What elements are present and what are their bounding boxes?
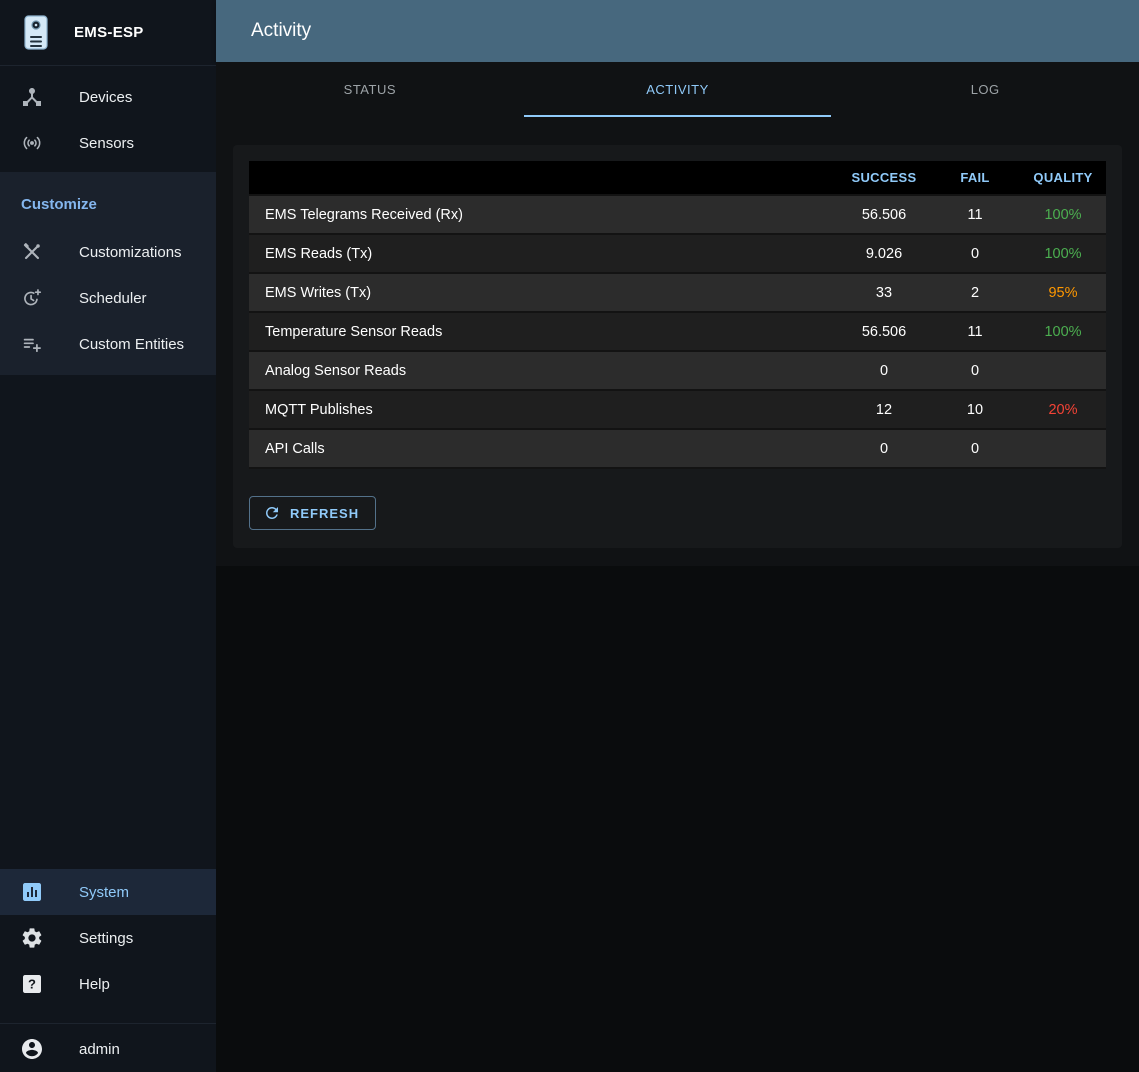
content-paper: STATUS ACTIVITY LOG SUCCESS FAIL QUALITY [216, 62, 1139, 566]
fail-value: 11 [930, 312, 1020, 352]
refresh-icon [263, 504, 281, 522]
sidebar-item-scheduler[interactable]: Scheduler [0, 275, 216, 321]
metric-name: Temperature Sensor Reads [249, 312, 838, 352]
page-title: Activity [251, 20, 312, 41]
quality-value [1020, 429, 1106, 469]
username-label: admin [79, 1040, 120, 1058]
device-hub-icon [20, 85, 44, 109]
construction-icon [20, 240, 44, 264]
fail-value: 11 [930, 195, 1020, 235]
app-title: EMS-ESP [74, 24, 144, 41]
main-area: Activity STATUS ACTIVITY LOG SUCCESS FAI… [216, 0, 1139, 1072]
table-row: EMS Reads (Tx) 9.026 0 100% [249, 234, 1106, 274]
activity-table: SUCCESS FAIL QUALITY EMS Telegrams Recei… [249, 161, 1106, 469]
fail-value: 0 [930, 234, 1020, 274]
activity-card: SUCCESS FAIL QUALITY EMS Telegrams Recei… [233, 145, 1122, 548]
success-value: 33 [838, 273, 930, 313]
page-background [216, 566, 1139, 1072]
refresh-button[interactable]: REFRESH [249, 496, 377, 530]
metric-name: MQTT Publishes [249, 390, 838, 430]
column-header-quality: QUALITY [1020, 161, 1106, 195]
quality-value: 20% [1020, 390, 1106, 430]
help-icon: ? [20, 972, 44, 996]
sidebar-item-label: Customizations [79, 243, 182, 261]
table-header-row: SUCCESS FAIL QUALITY [249, 161, 1106, 195]
fail-value: 0 [930, 429, 1020, 469]
success-value: 0 [838, 351, 930, 391]
sidebar-item-devices[interactable]: Devices [0, 74, 216, 120]
sidebar-item-label: Help [79, 975, 110, 993]
sidebar-item-settings[interactable]: Settings [0, 915, 216, 961]
account-circle-icon [20, 1037, 44, 1061]
column-header-name [249, 161, 838, 195]
ems-esp-logo-icon [22, 14, 50, 52]
column-header-success: SUCCESS [838, 161, 930, 195]
sidebar-item-custom-entities[interactable]: Custom Entities [0, 321, 216, 367]
sidebar-header: EMS-ESP [0, 0, 216, 66]
success-value: 12 [838, 390, 930, 430]
sensors-icon [20, 131, 44, 155]
more-time-icon [20, 286, 44, 310]
settings-gear-icon [20, 926, 44, 950]
table-row: Analog Sensor Reads 0 0 [249, 351, 1106, 391]
quality-value [1020, 351, 1106, 391]
analytics-icon [20, 880, 44, 904]
table-row: Temperature Sensor Reads 56.506 11 100% [249, 312, 1106, 352]
metric-name: EMS Reads (Tx) [249, 234, 838, 274]
success-value: 56.506 [838, 312, 930, 352]
sidebar-user-section: admin [0, 1023, 216, 1072]
sidebar-item-label: System [79, 883, 130, 901]
sidebar-item-customizations[interactable]: Customizations [0, 229, 216, 275]
user-menu-admin[interactable]: admin [0, 1026, 216, 1072]
column-header-fail: FAIL [930, 161, 1020, 195]
customize-section: Customize Customizations [0, 172, 216, 375]
sidebar-item-help[interactable]: ? Help [0, 961, 216, 1007]
sidebar-item-label: Sensors [79, 134, 135, 152]
fail-value: 0 [930, 351, 1020, 391]
tab-activity[interactable]: ACTIVITY [523, 62, 832, 117]
refresh-button-label: REFRESH [290, 505, 360, 521]
fail-value: 2 [930, 273, 1020, 313]
tab-bar: STATUS ACTIVITY LOG [216, 62, 1139, 117]
success-value: 56.506 [838, 195, 930, 235]
quality-value: 100% [1020, 234, 1106, 274]
appbar: Activity [216, 0, 1139, 62]
table-row: EMS Telegrams Received (Rx) 56.506 11 10… [249, 195, 1106, 235]
svg-text:?: ? [28, 977, 36, 992]
fail-value: 10 [930, 390, 1020, 430]
quality-value: 100% [1020, 312, 1106, 352]
table-row: API Calls 0 0 [249, 429, 1106, 469]
customize-section-label: Customize [21, 196, 97, 213]
success-value: 0 [838, 429, 930, 469]
playlist-add-icon [20, 332, 44, 356]
table-row: EMS Writes (Tx) 33 2 95% [249, 273, 1106, 313]
tab-log[interactable]: LOG [970, 82, 1000, 97]
sidebar: EMS-ESP Devices Sensors [0, 0, 216, 1072]
metric-name: EMS Telegrams Received (Rx) [249, 195, 838, 235]
sidebar-spacer [0, 375, 216, 869]
sidebar-main-nav: Devices Sensors [0, 66, 216, 168]
quality-value: 95% [1020, 273, 1106, 313]
sidebar-item-sensors[interactable]: Sensors [0, 120, 216, 166]
success-value: 9.026 [838, 234, 930, 274]
quality-value: 100% [1020, 195, 1106, 235]
sidebar-item-label: Scheduler [79, 289, 147, 307]
sidebar-bottom-nav: System Settings ? Help [0, 869, 216, 1023]
sidebar-item-label: Settings [79, 929, 134, 947]
sidebar-item-label: Devices [79, 88, 133, 106]
sidebar-item-system[interactable]: System [0, 869, 216, 915]
tab-status[interactable]: STATUS [343, 82, 397, 97]
metric-name: API Calls [249, 429, 838, 469]
table-row: MQTT Publishes 12 10 20% [249, 390, 1106, 430]
metric-name: Analog Sensor Reads [249, 351, 838, 391]
sidebar-item-label: Custom Entities [79, 335, 185, 353]
metric-name: EMS Writes (Tx) [249, 273, 838, 313]
